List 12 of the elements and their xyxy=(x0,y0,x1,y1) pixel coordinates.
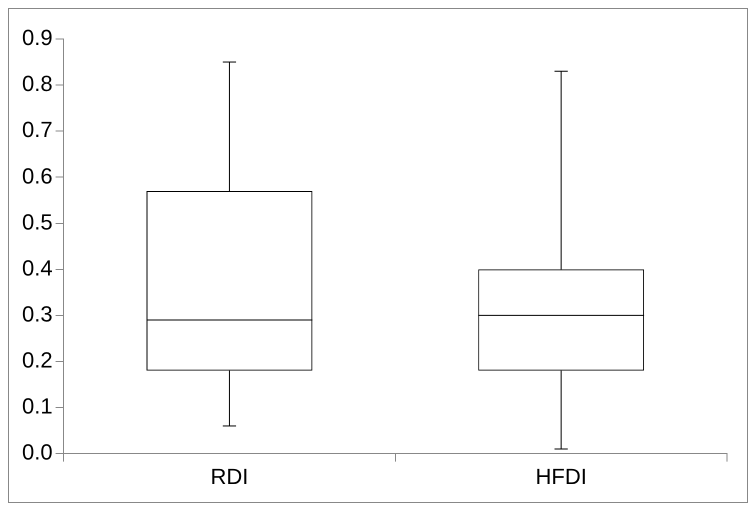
x-tick-label: HFDI xyxy=(535,464,587,489)
y-tick-label: 0.4 xyxy=(22,255,53,280)
y-tick-label: 0.1 xyxy=(22,394,53,419)
y-tick-label: 0.0 xyxy=(22,440,53,465)
y-tick-label: 0.3 xyxy=(22,301,53,326)
y-tick-label: 0.5 xyxy=(22,209,53,234)
x-tick-label: RDI xyxy=(210,464,248,489)
y-tick-label: 0.8 xyxy=(22,71,53,96)
y-tick-label: 0.2 xyxy=(22,348,53,373)
y-tick-label: 0.6 xyxy=(22,163,53,188)
y-tick-label: 0.7 xyxy=(22,117,53,142)
y-tick-label: 0.9 xyxy=(22,25,53,50)
